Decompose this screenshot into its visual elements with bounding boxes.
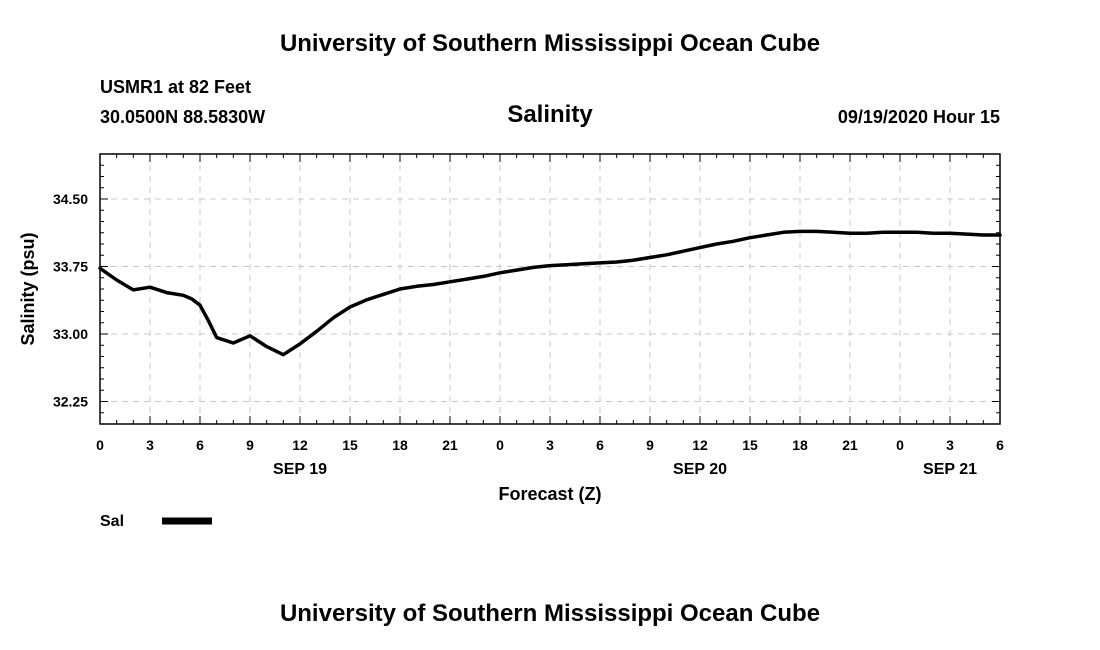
x-tick-label: 6 (596, 437, 604, 453)
x-tick-label: 6 (196, 437, 204, 453)
x-tick-label: 9 (246, 437, 254, 453)
x-tick-label: 18 (792, 437, 808, 453)
station-label: USMR1 at 82 Feet (100, 77, 252, 97)
station-coordinates: 30.0500N 88.5830W (100, 107, 266, 127)
x-tick-label: 18 (392, 437, 408, 453)
x-tick-label: 21 (442, 437, 458, 453)
x-tick-label: 15 (342, 437, 358, 453)
x-tick-label: 0 (496, 437, 504, 453)
date-label: SEP 21 (923, 461, 977, 478)
bottom-title: University of Southern Mississippi Ocean… (279, 600, 821, 627)
y-tick-label: 33.00 (53, 326, 88, 342)
x-tick-label: 9 (646, 437, 654, 453)
date-label: SEP 20 (673, 461, 727, 478)
y-tick-label: 33.75 (53, 259, 88, 275)
top-title: University of Southern Mississippi Ocean… (279, 30, 821, 57)
x-tick-label: 15 (742, 437, 758, 453)
x-tick-label: 0 (896, 437, 904, 453)
series-line-salinity (98, 229, 1002, 357)
y-tick-label: 32.25 (53, 394, 88, 410)
y-axis-label: Salinity (psu) (18, 232, 38, 345)
y-tick-label: 34.50 (53, 191, 88, 207)
x-tick-label: 21 (842, 437, 858, 453)
legend-label: Sal (100, 513, 124, 530)
x-tick-label: 3 (946, 437, 954, 453)
x-tick-label: 3 (146, 437, 154, 453)
forecast-timestamp: 09/19/2020 Hour 15 (837, 107, 1000, 127)
x-tick-label: 6 (996, 437, 1004, 453)
x-axis-label: Forecast (Z) (498, 484, 601, 504)
chart-title: Salinity (507, 101, 593, 128)
date-label: SEP 19 (273, 461, 327, 478)
x-tick-label: 12 (692, 437, 708, 453)
x-tick-label: 3 (546, 437, 554, 453)
x-tick-label: 0 (96, 437, 104, 453)
x-tick-label: 12 (292, 437, 308, 453)
